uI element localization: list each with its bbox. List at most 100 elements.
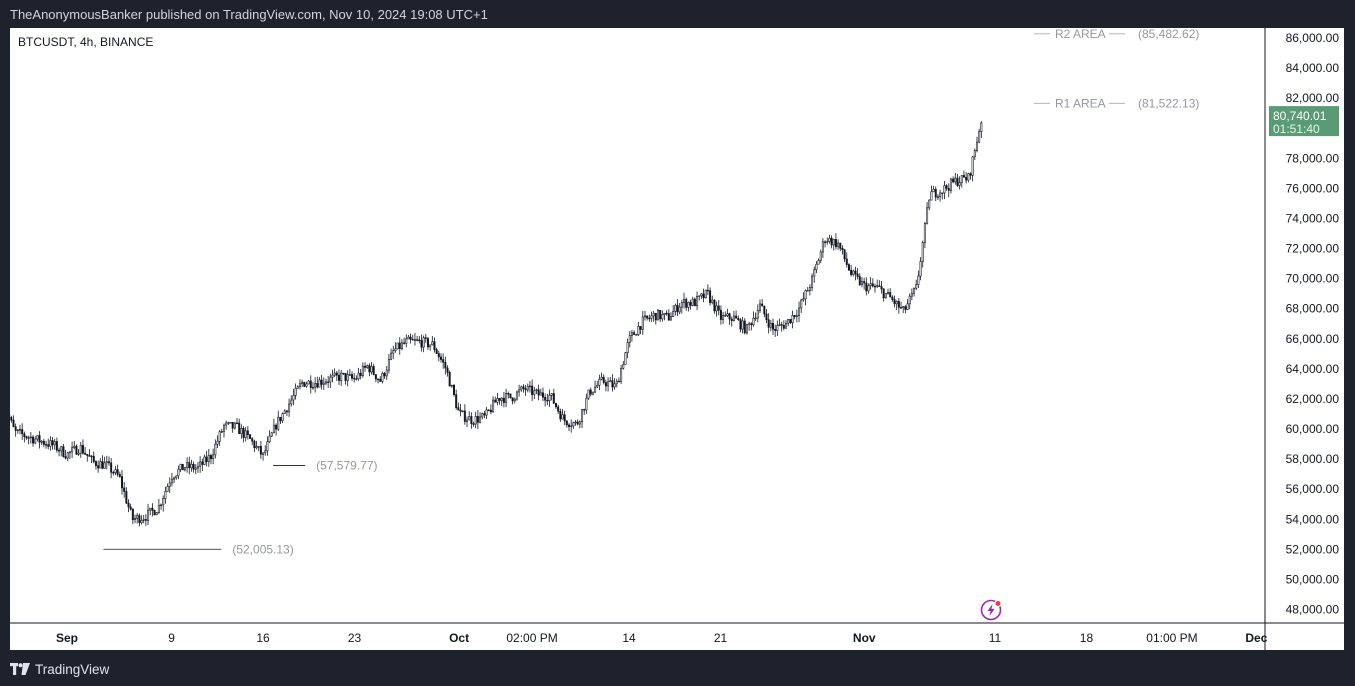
chart-svg[interactable]: R2 AREA (85,482.62) R1 AREA (81,522.13) (57…	[10, 28, 1344, 650]
candle-body	[902, 306, 905, 309]
candle-body	[910, 292, 913, 297]
candle-body	[535, 389, 538, 392]
candle-body	[357, 372, 360, 380]
candle-body	[413, 339, 416, 341]
y-tick-label: 70,000.00	[1286, 272, 1340, 286]
tradingview-logo-icon	[10, 663, 30, 675]
candle-body	[791, 315, 794, 324]
candle-body	[554, 403, 557, 408]
y-tick-label: 60,000.00	[1286, 422, 1340, 436]
candle-body	[904, 306, 907, 310]
candle-body	[578, 421, 581, 425]
candle-body	[218, 431, 221, 442]
x-tick-label: Sep	[56, 631, 78, 645]
candle-body	[915, 284, 918, 289]
level-name: R1 AREA	[1055, 96, 1106, 110]
candle-body	[719, 309, 722, 320]
candle-body	[437, 353, 440, 358]
candle-body	[476, 416, 479, 423]
candle-body	[364, 365, 367, 368]
candle-body	[316, 383, 319, 388]
candle-body	[322, 382, 325, 385]
candle-body	[301, 381, 304, 385]
candle-body	[220, 431, 223, 433]
candle-body	[47, 444, 50, 447]
candle-body	[863, 281, 866, 284]
candle-body	[81, 445, 84, 454]
candle-body	[756, 310, 759, 319]
candle-body	[461, 410, 464, 412]
candle-body	[837, 242, 840, 248]
candle-body	[715, 305, 718, 312]
candle-body	[978, 131, 981, 143]
candle-body	[164, 491, 167, 499]
candle-body	[689, 301, 692, 306]
candle-body	[374, 374, 377, 380]
candle-body	[841, 247, 844, 250]
candle-body	[203, 456, 206, 465]
tradingview-logo[interactable]: TradingView	[10, 661, 109, 677]
candle-body	[392, 350, 395, 354]
candle-body	[38, 435, 41, 443]
candle-body	[811, 275, 814, 288]
candle-body	[947, 188, 950, 191]
candle-body	[815, 263, 818, 271]
candle-body	[941, 192, 944, 194]
candle-body	[587, 389, 590, 399]
candle-body	[53, 441, 56, 446]
candle-body	[181, 463, 184, 471]
candle-body	[390, 352, 393, 360]
candle-body	[426, 338, 429, 348]
candle-body	[659, 310, 662, 320]
candle-body	[127, 502, 130, 508]
candle-body	[980, 122, 983, 132]
candle-body	[880, 286, 883, 290]
candle-body	[279, 416, 282, 422]
candle-body	[227, 422, 230, 424]
candle-body	[965, 176, 968, 181]
candle-body	[754, 317, 757, 320]
candle-body	[379, 378, 382, 382]
candle-body	[776, 325, 779, 331]
candle-body	[600, 377, 603, 380]
candle-body	[21, 429, 24, 435]
candle-body	[672, 311, 675, 318]
candle-body	[635, 334, 638, 336]
candle-body	[702, 293, 705, 299]
candle-body	[353, 377, 356, 380]
candle-body	[238, 422, 241, 434]
candle-body	[275, 424, 278, 430]
candle-body	[151, 507, 154, 511]
candle-body	[27, 437, 30, 439]
candle-body	[828, 237, 831, 242]
candle-body	[507, 393, 510, 395]
candle-body	[318, 379, 321, 388]
candle-body	[160, 504, 163, 506]
candle-body	[196, 465, 199, 469]
candle-body	[333, 372, 336, 376]
candle-body	[949, 178, 952, 191]
lightning-icon[interactable]	[980, 599, 1002, 621]
y-tick-label: 74,000.00	[1286, 211, 1340, 225]
candle-body	[448, 372, 451, 387]
candle-body	[591, 391, 594, 395]
candle-body	[750, 323, 753, 326]
candle-body	[808, 287, 811, 291]
y-tick-label: 64,000.00	[1286, 362, 1340, 376]
candle-body	[735, 315, 738, 319]
candle-body	[474, 416, 477, 425]
candle-body	[212, 454, 215, 460]
candle-body	[207, 455, 210, 462]
candle-body	[882, 288, 885, 299]
candle-body	[10, 417, 13, 421]
candle-body	[446, 367, 449, 373]
candle-body	[594, 386, 597, 393]
candle-body	[479, 416, 482, 423]
candle-body	[967, 173, 970, 181]
candle-body	[455, 394, 458, 408]
candle-body	[418, 339, 421, 342]
candle-body	[741, 320, 744, 330]
candle-body	[819, 251, 822, 261]
candle-body	[311, 386, 314, 389]
